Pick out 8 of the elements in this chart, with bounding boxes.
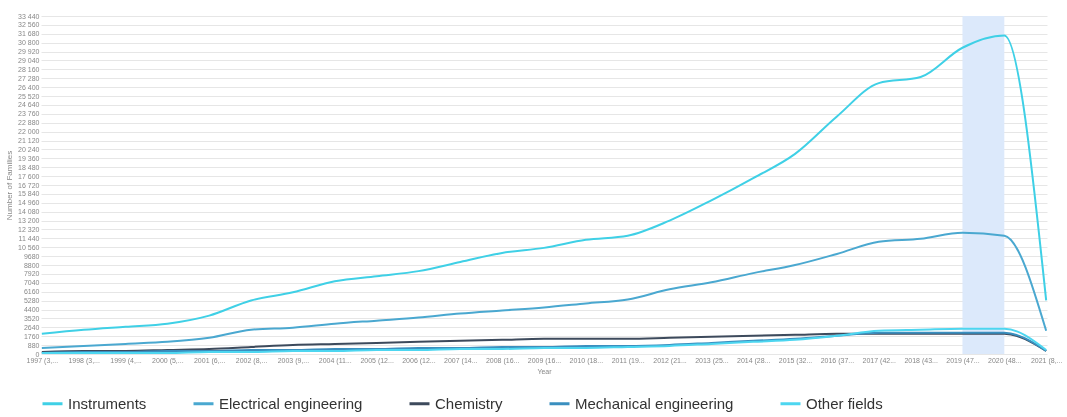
legend-label: Electrical engineering (219, 394, 363, 412)
line-series (40, 231, 1048, 349)
y-axis-title: Number of Families (5, 150, 15, 221)
legend-label: Instruments (68, 394, 147, 412)
line-series (40, 34, 1048, 335)
legend-label: Mechanical engineering (575, 394, 734, 412)
legend-label: Other fields (806, 394, 883, 412)
legend-label: Chemistry (435, 394, 504, 412)
